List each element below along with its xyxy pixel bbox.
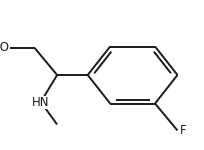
Text: F: F (180, 124, 186, 137)
Text: HO: HO (0, 42, 10, 54)
Text: HN: HN (32, 96, 50, 108)
